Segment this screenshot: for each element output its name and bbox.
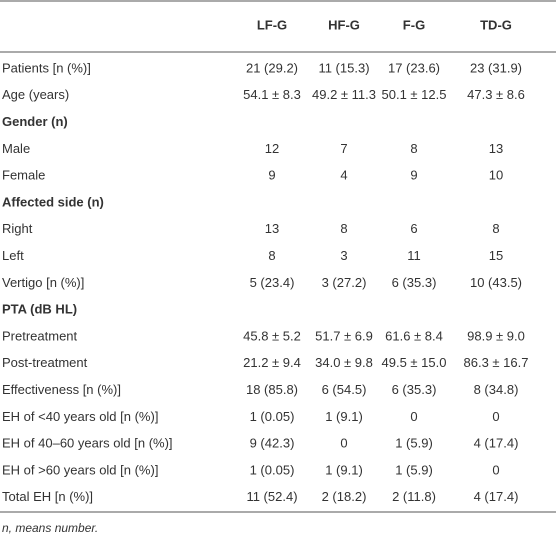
cell: 4 (17.4) bbox=[474, 489, 519, 504]
cell: 34.0 ± 9.8 bbox=[315, 355, 373, 370]
cell: 2 (18.2) bbox=[322, 489, 367, 504]
cell: 11 bbox=[407, 248, 421, 263]
column-header: LF-G bbox=[257, 17, 287, 32]
cell: 4 bbox=[340, 168, 347, 183]
cell: 23 (31.9) bbox=[470, 60, 522, 75]
section-label: PTA (dB HL) bbox=[2, 302, 77, 317]
cell: 1 (5.9) bbox=[395, 436, 433, 451]
cell: 86.3 ± 16.7 bbox=[464, 355, 529, 370]
cell: 21 (29.2) bbox=[246, 60, 298, 75]
cell: 50.1 ± 12.5 bbox=[382, 87, 447, 102]
cell: 2 (11.8) bbox=[392, 489, 436, 504]
cell: 7 bbox=[340, 141, 347, 156]
cell: 13 bbox=[265, 221, 279, 236]
row-label: Age (years) bbox=[2, 87, 69, 102]
cell: 17 (23.6) bbox=[388, 60, 440, 75]
row-label: Left bbox=[2, 248, 24, 263]
cell: 3 bbox=[340, 248, 347, 263]
row-label: Male bbox=[2, 141, 30, 156]
row-label: Female bbox=[2, 168, 45, 183]
cell: 8 bbox=[268, 248, 275, 263]
cell: 18 (85.8) bbox=[246, 382, 298, 397]
row-label: Pretreatment bbox=[2, 328, 78, 343]
cell: 8 bbox=[492, 221, 499, 236]
cell: 6 (54.5) bbox=[322, 382, 367, 397]
cell: 15 bbox=[489, 248, 503, 263]
row-label: Patients [n (%)] bbox=[2, 60, 91, 75]
column-header: HF-G bbox=[328, 17, 360, 32]
cell: 98.9 ± 9.0 bbox=[467, 328, 525, 343]
cell: 9 bbox=[268, 168, 275, 183]
cell: 54.1 ± 8.3 bbox=[243, 87, 301, 102]
cell: 4 (17.4) bbox=[474, 436, 519, 451]
cell: 1 (0.05) bbox=[250, 409, 295, 424]
cell: 45.8 ± 5.2 bbox=[243, 328, 301, 343]
footnote: n, means number. bbox=[2, 521, 98, 535]
row-label: Effectiveness [n (%)] bbox=[2, 382, 121, 397]
cell: 1 (9.1) bbox=[325, 462, 363, 477]
cell: 1 (9.1) bbox=[325, 409, 363, 424]
cell: 0 bbox=[492, 462, 499, 477]
cell: 9 (42.3) bbox=[250, 436, 295, 451]
cell: 13 bbox=[489, 141, 503, 156]
column-header: TD-G bbox=[480, 17, 512, 32]
row-label: Post-treatment bbox=[2, 355, 88, 370]
cell: 21.2 ± 9.4 bbox=[243, 355, 301, 370]
section-label: Affected side (n) bbox=[2, 194, 104, 209]
row-label: EH of <40 years old [n (%)] bbox=[2, 409, 158, 424]
cell: 8 (34.8) bbox=[474, 382, 519, 397]
cell: 1 (5.9) bbox=[395, 462, 433, 477]
cell: 61.6 ± 8.4 bbox=[385, 328, 443, 343]
cell: 5 (23.4) bbox=[250, 275, 295, 290]
cell: 3 (27.2) bbox=[322, 275, 367, 290]
row-label: Right bbox=[2, 221, 33, 236]
cell: 10 bbox=[489, 168, 503, 183]
section-label: Gender (n) bbox=[2, 114, 68, 129]
cell: 0 bbox=[340, 436, 347, 451]
cell: 8 bbox=[340, 221, 347, 236]
column-header: F-G bbox=[403, 17, 425, 32]
cell: 11 (52.4) bbox=[246, 489, 297, 504]
cell: 10 (43.5) bbox=[470, 275, 522, 290]
row-label: Total EH [n (%)] bbox=[2, 489, 93, 504]
cell: 11 (15.3) bbox=[318, 60, 369, 75]
cell: 51.7 ± 6.9 bbox=[315, 328, 373, 343]
row-label: EH of >60 years old [n (%)] bbox=[2, 462, 158, 477]
cell: 12 bbox=[265, 141, 279, 156]
row-label: Vertigo [n (%)] bbox=[2, 275, 84, 290]
cell: 9 bbox=[410, 168, 417, 183]
cell: 0 bbox=[410, 409, 417, 424]
cell: 6 (35.3) bbox=[392, 275, 437, 290]
cell: 8 bbox=[410, 141, 417, 156]
cell: 0 bbox=[492, 409, 499, 424]
cell: 49.2 ± 11.3 bbox=[312, 87, 376, 102]
cell: 1 (0.05) bbox=[250, 462, 295, 477]
cell: 49.5 ± 15.0 bbox=[382, 355, 447, 370]
cell: 47.3 ± 8.6 bbox=[467, 87, 525, 102]
cell: 6 bbox=[410, 221, 417, 236]
cell: 6 (35.3) bbox=[392, 382, 437, 397]
row-label: EH of 40–60 years old [n (%)] bbox=[2, 436, 173, 451]
